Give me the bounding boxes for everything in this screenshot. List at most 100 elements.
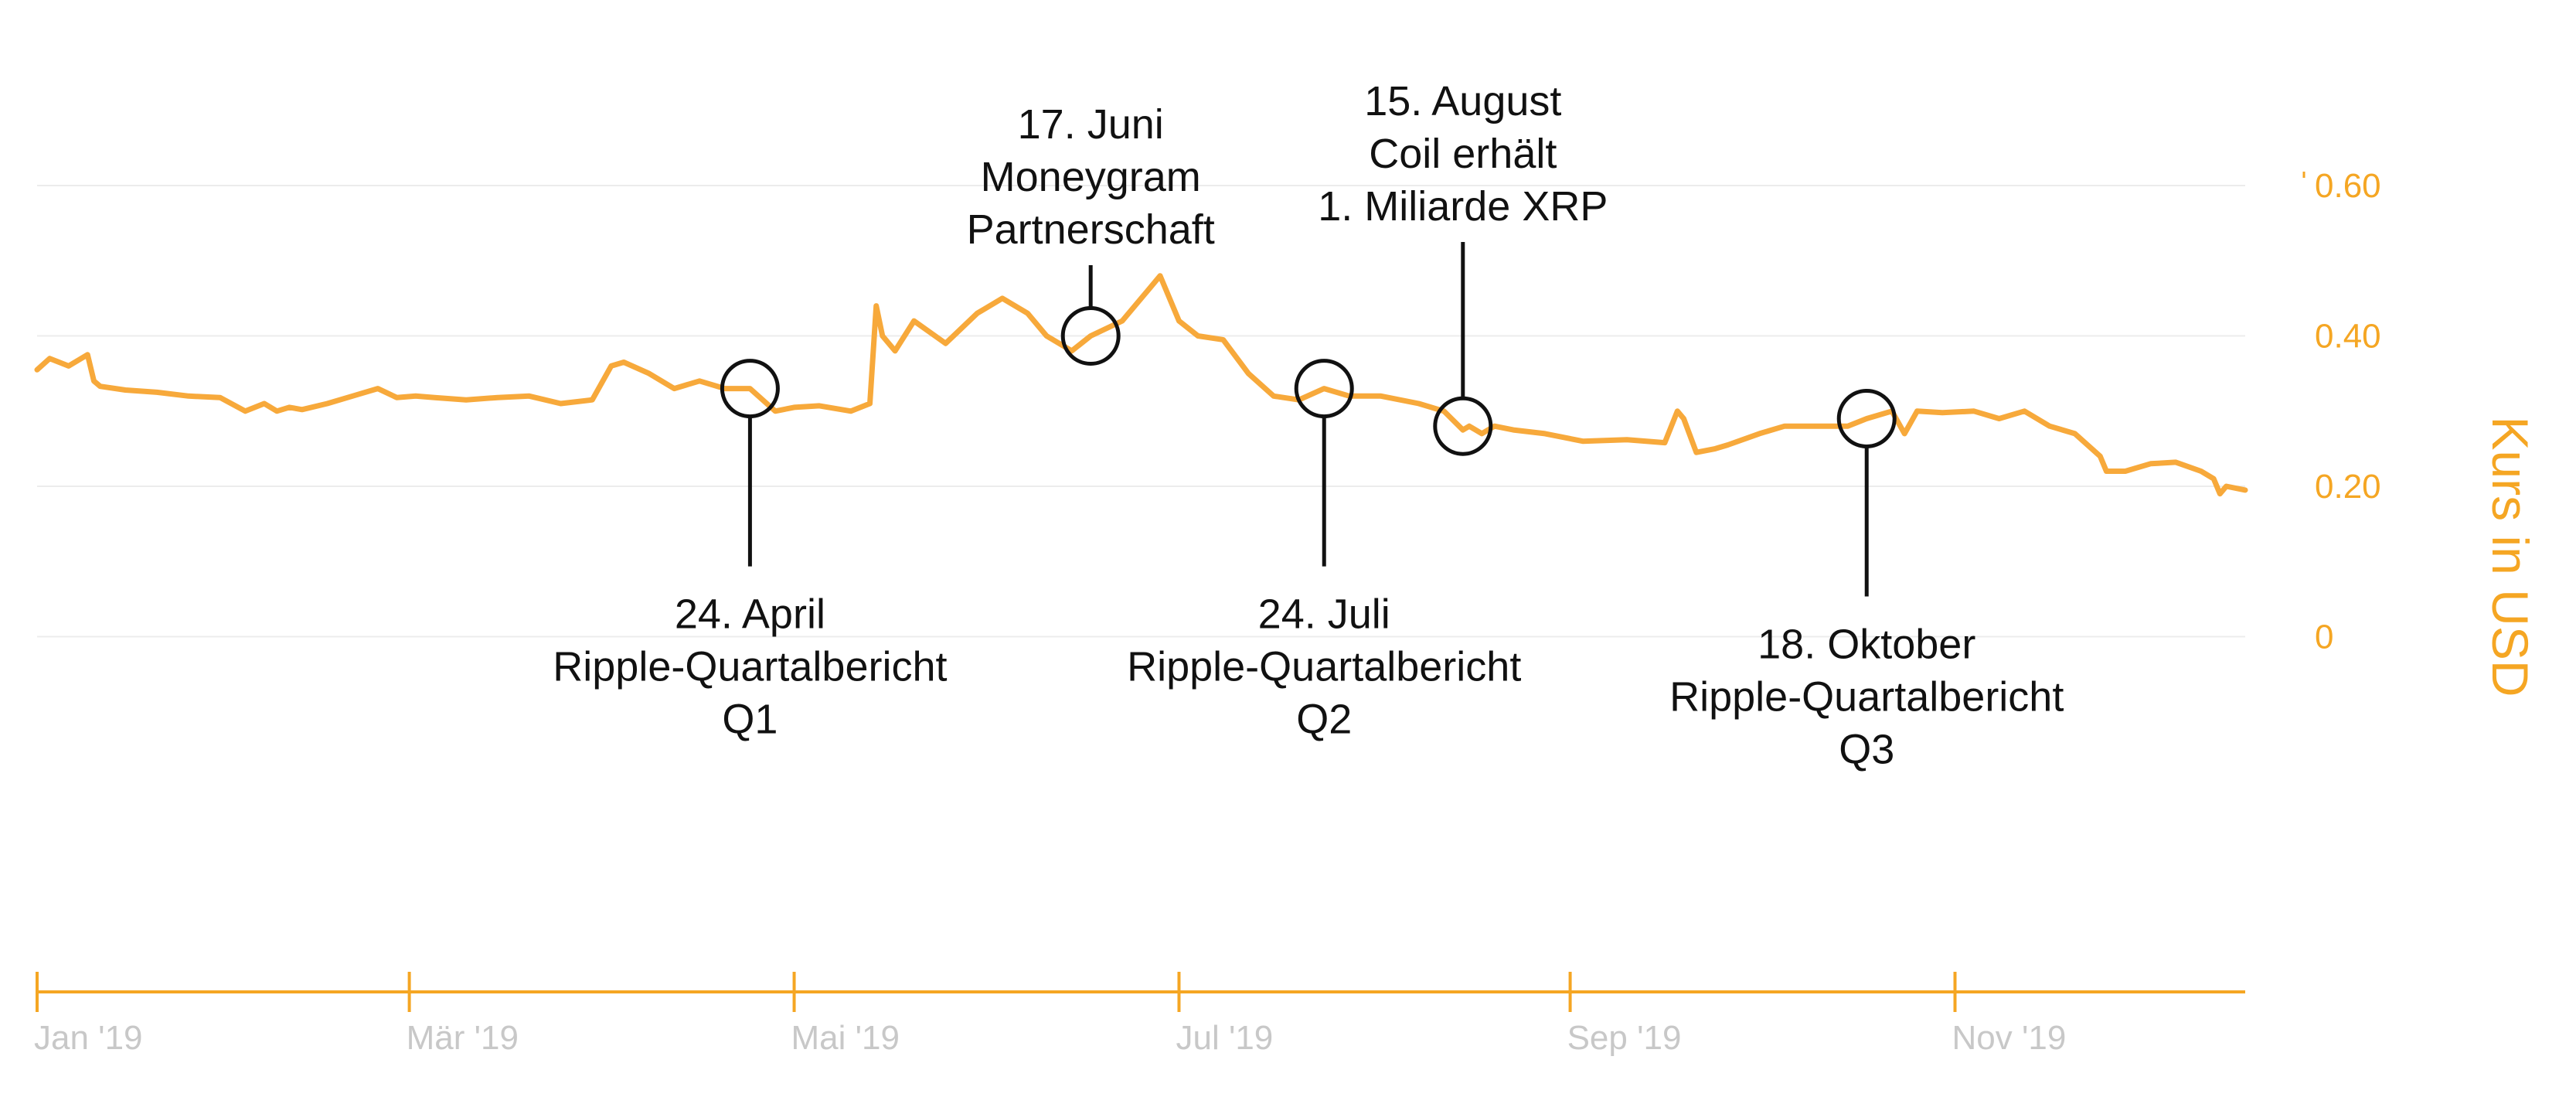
gridlines	[37, 185, 2245, 638]
data-point	[2098, 454, 2102, 458]
data-point	[1026, 311, 1030, 315]
annotation-text: Moneygram	[981, 154, 1201, 200]
data-point	[66, 363, 71, 368]
data-point	[2047, 424, 2052, 428]
data-point	[1782, 424, 1787, 428]
y-axis: 0.60 0.40 0.20 0	[2302, 167, 2381, 656]
data-point	[1940, 411, 1945, 415]
data-point	[274, 409, 279, 414]
data-point	[1322, 387, 1326, 391]
data-point	[1915, 409, 1920, 414]
annotation-text: Partnerschaft	[967, 206, 1215, 253]
data-point	[1417, 401, 1421, 406]
data-point	[1467, 424, 1472, 428]
data-point	[1694, 450, 1699, 455]
annotation-text: 17. Juni	[1018, 101, 1164, 148]
data-point	[1997, 416, 2002, 421]
annotation-3: 15. August Coil erhält 1. Miliarde XRP	[1318, 78, 1608, 456]
data-point	[1625, 438, 1629, 442]
data-point	[2123, 469, 2128, 474]
data-point	[35, 367, 39, 372]
annotation-0: 24. April Ripple-Quartalbericht Q1	[553, 359, 948, 743]
annotation-text: 15. August	[1364, 78, 1561, 124]
data-point	[432, 395, 437, 400]
data-point	[123, 388, 128, 393]
annotations: 24. April Ripple-Quartalbericht Q1 17. Juni…	[553, 78, 2064, 772]
data-point	[464, 397, 468, 402]
data-point	[1543, 431, 1547, 436]
data-point	[1662, 441, 1667, 445]
data-point	[413, 394, 418, 398]
annotation-text: Ripple-Quartalbericht	[1127, 644, 1521, 690]
y-tick-label: 0.20	[2315, 468, 2381, 506]
data-point	[1070, 349, 1074, 353]
data-point	[91, 379, 96, 383]
data-point	[609, 363, 614, 368]
data-point	[1814, 424, 1819, 428]
data-point	[2217, 492, 2222, 496]
data-point	[1441, 409, 1446, 414]
data-point	[1246, 371, 1251, 376]
data-point	[2173, 460, 2178, 465]
data-point	[1581, 439, 1585, 444]
data-point	[98, 384, 103, 389]
data-point	[2211, 476, 2216, 481]
data-point	[350, 394, 355, 398]
data-point	[792, 405, 797, 410]
data-point	[1902, 431, 1907, 436]
data-point	[697, 379, 702, 383]
data-point	[1176, 319, 1181, 323]
data-point	[2243, 488, 2248, 492]
data-point	[325, 401, 329, 406]
data-point	[1972, 409, 1976, 414]
data-point	[1511, 428, 1516, 432]
annotation-2: 24. Juli Ripple-Quartalbericht Q2	[1127, 359, 1521, 743]
series-group	[34, 273, 2248, 497]
data-point	[1000, 296, 1005, 301]
data-point	[1757, 431, 1761, 436]
data-point	[1846, 424, 1850, 428]
x-axis: Jan '19 Mär '19 Mai '19 Jul '19 Sep '19 Nov '…	[34, 972, 2245, 1057]
data-point	[1120, 319, 1125, 323]
data-point	[186, 394, 191, 398]
y-tick-label: 0	[2315, 618, 2333, 656]
data-point	[1158, 274, 1162, 278]
x-tick-label: Sep '19	[1567, 1019, 1682, 1057]
annotation-text: 24. April	[675, 591, 825, 638]
data-point	[218, 395, 223, 400]
data-point	[747, 387, 752, 391]
y-tick-label: 0.60	[2315, 167, 2381, 205]
annotation-text: 18. Oktober	[1758, 621, 1975, 667]
annotation-text: Q2	[1296, 697, 1352, 743]
data-point	[817, 404, 822, 408]
annotation-4: 18. Oktober Ripple-Quartalbericht Q3	[1669, 388, 2064, 772]
data-point	[943, 341, 948, 346]
data-point	[647, 371, 652, 376]
data-point	[262, 401, 267, 406]
data-point	[394, 395, 399, 400]
data-point	[1088, 334, 1093, 338]
data-point	[243, 409, 247, 414]
data-point	[912, 319, 917, 323]
data-point	[527, 394, 532, 398]
y-axis-title: Kurs in USD	[2482, 416, 2539, 697]
data-point	[1864, 416, 1869, 421]
data-point	[1461, 428, 1465, 432]
y-tick-label: 0.40	[2315, 318, 2381, 356]
annotation-1: 17. Juni Moneygram Partnerschaft	[967, 101, 1215, 366]
data-point	[2224, 484, 2229, 489]
data-point	[1479, 431, 1484, 436]
price-line	[34, 273, 2248, 497]
data-point	[590, 397, 594, 402]
data-point	[1682, 416, 1686, 421]
data-point	[874, 304, 879, 308]
data-point	[2104, 469, 2108, 474]
data-point	[155, 390, 159, 394]
data-point	[621, 360, 626, 365]
annotation-text: Coil erhält	[1369, 131, 1557, 177]
data-point	[773, 409, 778, 414]
x-tick-label: Jul '19	[1176, 1019, 1273, 1057]
data-point	[2073, 431, 2077, 436]
data-point	[1271, 394, 1276, 398]
x-tick-label: Nov '19	[1952, 1019, 2067, 1057]
